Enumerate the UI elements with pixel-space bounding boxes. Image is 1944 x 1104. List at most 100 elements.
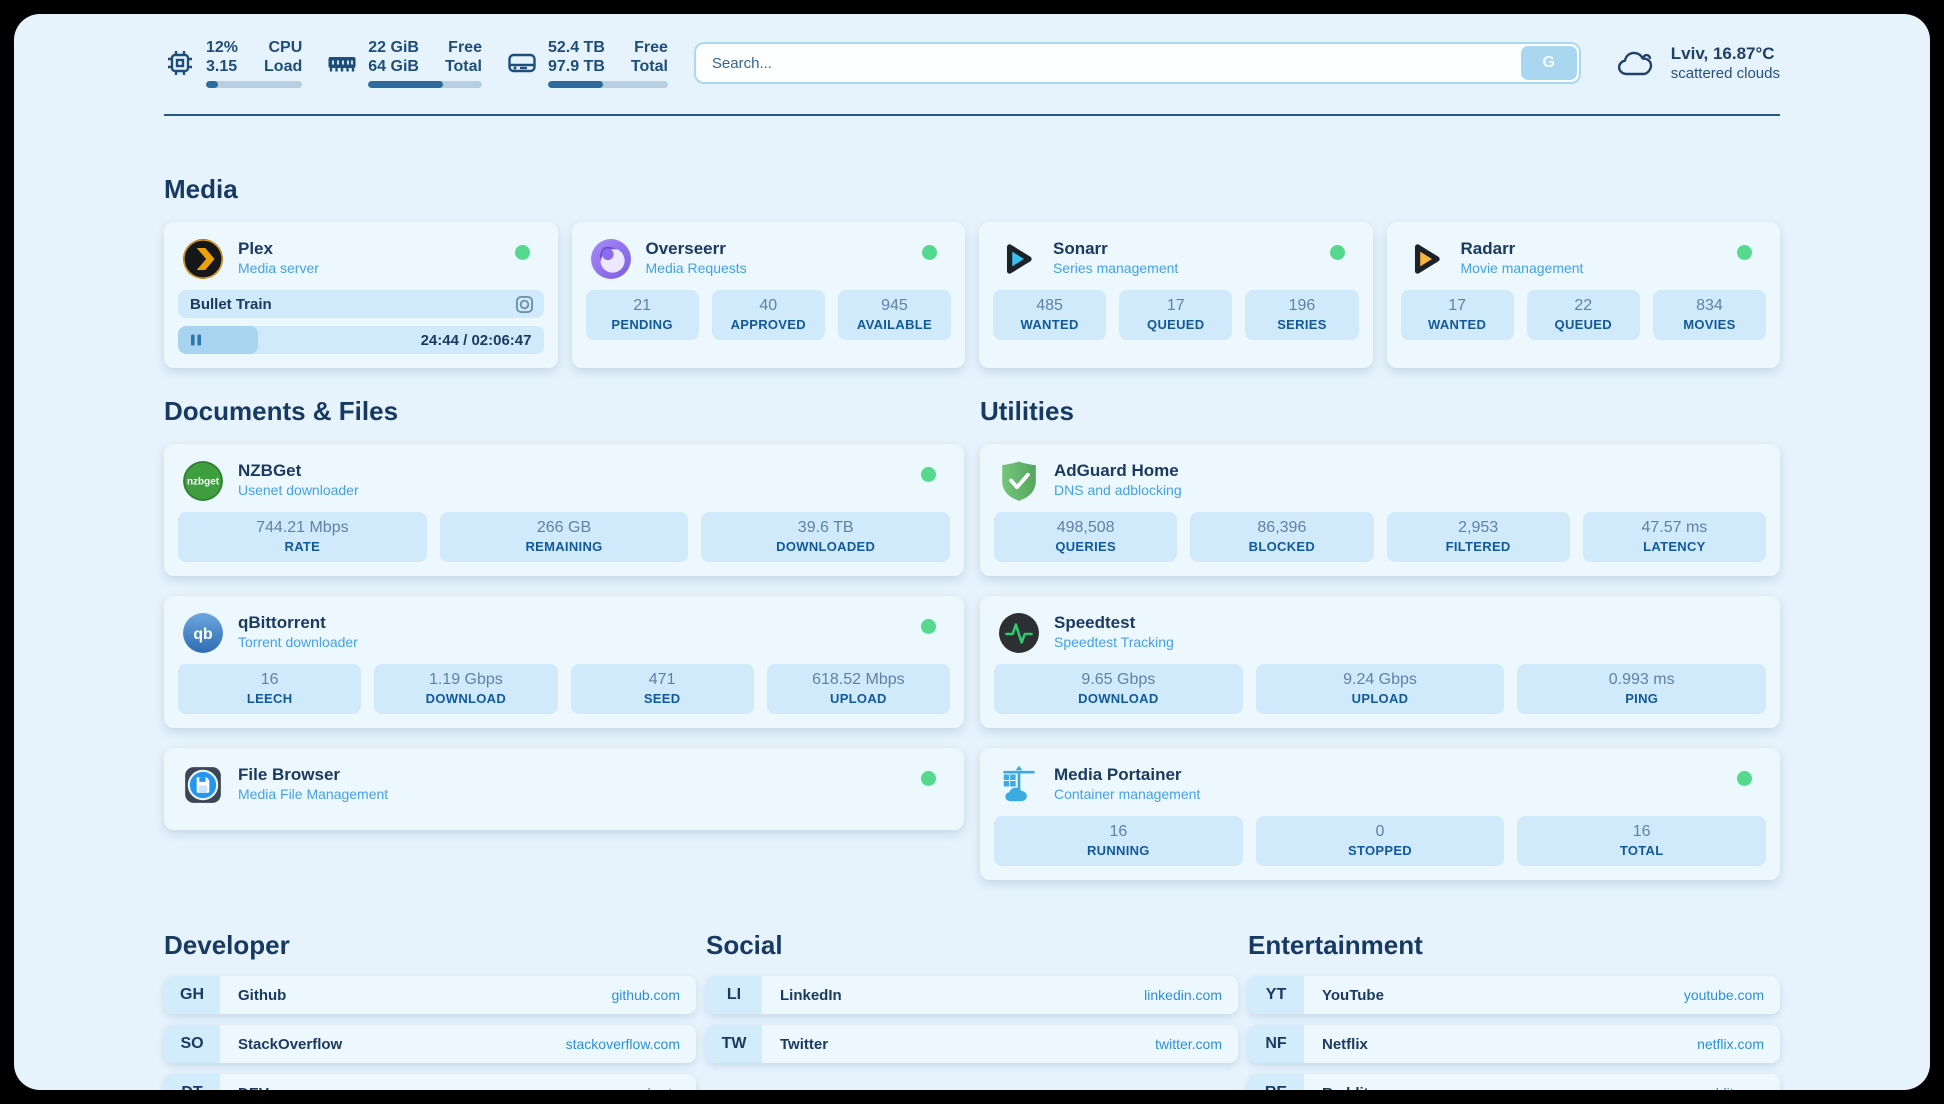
app-name: AdGuard Home [1054, 461, 1179, 480]
stat-value: 744.21 Mbps [256, 519, 349, 536]
bookmark-url: twitter.com [1155, 1036, 1222, 1052]
bookmark-netflix[interactable]: NF Netflix netflix.com [1248, 1025, 1780, 1063]
app-description: Series management [1053, 260, 1179, 277]
search: G [693, 42, 1581, 84]
bookmark-url: github.com [611, 987, 680, 1003]
app-tile-adguard-home[interactable]: AdGuard Home DNS and adblocking [994, 454, 1766, 512]
app-name: NZBGet [238, 461, 302, 480]
bookmark-github[interactable]: GH Github github.com [164, 976, 696, 1014]
stat-label: BLOCKED [1248, 539, 1316, 554]
media-cards-row: Plex Media server Bullet Train 24:44 / 02:0… [164, 222, 1780, 368]
bookmark-stackoverflow[interactable]: SO StackOverflow stackoverflow.com [164, 1025, 696, 1063]
stat-value: 471 [648, 671, 676, 688]
app-tile-plex[interactable]: Plex Media server [178, 232, 544, 290]
stat-leech: 16 LEECH [178, 664, 362, 714]
documents-cards: nzbget NZBGet Usenet downloader 744.21 Mbps… [164, 444, 964, 830]
stat-value: 485 [1036, 297, 1063, 314]
memory-label-1: Free [448, 39, 482, 56]
app-tile-media-portainer[interactable]: Media Portainer Container management [994, 758, 1766, 816]
svg-text:qb: qb [193, 626, 212, 643]
bookmark-youtube[interactable]: YT YouTube youtube.com [1248, 976, 1780, 1014]
app-stats-row: 16 LEECH 1.19 Gbps DOWNLOAD 471 SEED 618.52 Mb… [178, 664, 950, 714]
app-tile-speedtest[interactable]: Speedtest Speedtest Tracking [994, 606, 1766, 664]
cpu-label-2: Load [264, 58, 303, 75]
stat-label: STOPPED [1348, 843, 1412, 858]
bookmark-group-entertainment: Entertainment YT YouTube youtube.com NF Netfl… [1248, 930, 1780, 1090]
stat-label: DOWNLOADED [776, 539, 876, 554]
app-name: Plex [238, 239, 273, 258]
stat-label: WANTED [1428, 317, 1487, 332]
stat-label: QUEUED [1554, 317, 1612, 332]
qbittorrent-icon: qb [182, 612, 224, 654]
stat-value: 618.52 Mbps [812, 671, 905, 688]
app-card-adguard-home: AdGuard Home DNS and adblocking 498,508 QUE… [980, 444, 1780, 576]
bookmark-abbr: GH [164, 976, 220, 1014]
adguard-icon [998, 460, 1040, 502]
cpu-percent: 12% [206, 39, 239, 56]
stat-total: 16 TOTAL [1517, 816, 1767, 866]
stat-approved: 40 APPROVED [711, 290, 825, 340]
stat-label: DOWNLOAD [425, 691, 507, 706]
speedtest-icon [998, 612, 1040, 654]
app-titles: NZBGet Usenet downloader [238, 460, 359, 499]
stat-value: 22 [1574, 297, 1593, 314]
app-tile-overseerr[interactable]: Overseerr Media Requests [586, 232, 952, 290]
app-titles: Plex Media server [238, 238, 319, 277]
stat-value: 266 GB [536, 519, 592, 536]
svg-text:nzbget: nzbget [187, 477, 220, 488]
app-tile-nzbget[interactable]: nzbget NZBGet Usenet downloader [178, 454, 950, 512]
app-description: Container management [1054, 786, 1201, 803]
search-input[interactable] [693, 42, 1581, 84]
memory-free: 22 GiB [368, 39, 419, 56]
app-titles: Speedtest Speedtest Tracking [1054, 612, 1174, 651]
online-status-dot [921, 771, 936, 786]
bookmark-url: netflix.com [1697, 1036, 1764, 1052]
section-title-developer: Developer [164, 930, 290, 960]
online-status-dot [514, 245, 530, 260]
stat-value: 21 [633, 297, 651, 314]
app-tile-file-browser[interactable]: File Browser Media File Management [178, 758, 950, 816]
middle-columns: Documents & Files nzbget NZBGet Usenet dow… [164, 396, 1780, 880]
stat-rate: 744.21 Mbps RATE [178, 512, 427, 562]
stat-download: 9.65 Gbps DOWNLOAD [994, 664, 1243, 714]
weather-location-temp: Lviv, 16.87°C [1670, 44, 1775, 63]
stat-label: RUNNING [1086, 843, 1150, 858]
app-stats-row: 744.21 Mbps RATE 266 GB REMAINING 39.6 TB DOW… [178, 512, 951, 562]
app-titles: Media Portainer Container management [1054, 764, 1200, 803]
app-titles: Overseerr Media Requests [646, 238, 747, 277]
playback-progress-bar: 24:44 / 02:06:47 [178, 326, 544, 354]
nzbget-icon: nzbget [182, 460, 224, 502]
bookmark-name: LinkedIn [780, 986, 842, 1004]
bookmark-twitter[interactable]: TW Twitter twitter.com [706, 1025, 1238, 1063]
stat-value: 834 [1696, 297, 1723, 314]
pause-button[interactable] [178, 326, 259, 354]
cpu-stat: 12% 3.15 CPU Load [164, 38, 303, 88]
ram-icon [326, 47, 358, 79]
app-tile-radarr[interactable]: Radarr Movie management [1401, 232, 1767, 290]
stat-value: 16 [1632, 823, 1651, 840]
bookmark-linkedin[interactable]: LI LinkedIn linkedin.com [706, 976, 1238, 1014]
search-engine-button[interactable]: G [1520, 46, 1577, 80]
bookmark-abbr: TW [706, 1025, 762, 1063]
sonarr-icon [997, 238, 1039, 280]
app-tile-qbittorrent[interactable]: qb qBittorrent Torrent downloader [178, 606, 950, 664]
app-card-qbittorrent: qb qBittorrent Torrent downloader 16 LEECH 1.… [164, 596, 964, 728]
stat-value: 9.24 Gbps [1343, 671, 1417, 688]
stat-value: 196 [1288, 297, 1316, 314]
storage-stat: 52.4 TB 97.9 TB Free Total [506, 38, 668, 88]
stat-value: 0 [1375, 823, 1385, 840]
now-playing-bar: Bullet Train [178, 290, 544, 318]
stat-download: 1.19 Gbps DOWNLOAD [374, 664, 558, 714]
stat-label: SEED [643, 691, 681, 706]
stat-label: QUEUED [1147, 317, 1205, 332]
camera-icon [515, 295, 534, 314]
app-tile-sonarr[interactable]: Sonarr Series management [993, 232, 1359, 290]
stat-value: 9.65 Gbps [1081, 671, 1156, 688]
app-name: Sonarr [1053, 239, 1108, 258]
bookmark-name: Github [238, 986, 287, 1004]
memory-label-2: Total [444, 58, 482, 75]
storage-total: 97.9 TB [547, 58, 605, 75]
online-status-dot [922, 245, 937, 260]
bookmark-dev[interactable]: DT DEV dev.to [164, 1074, 696, 1090]
bookmark-reddit[interactable]: RE Reddit reddit.com [1248, 1074, 1780, 1090]
